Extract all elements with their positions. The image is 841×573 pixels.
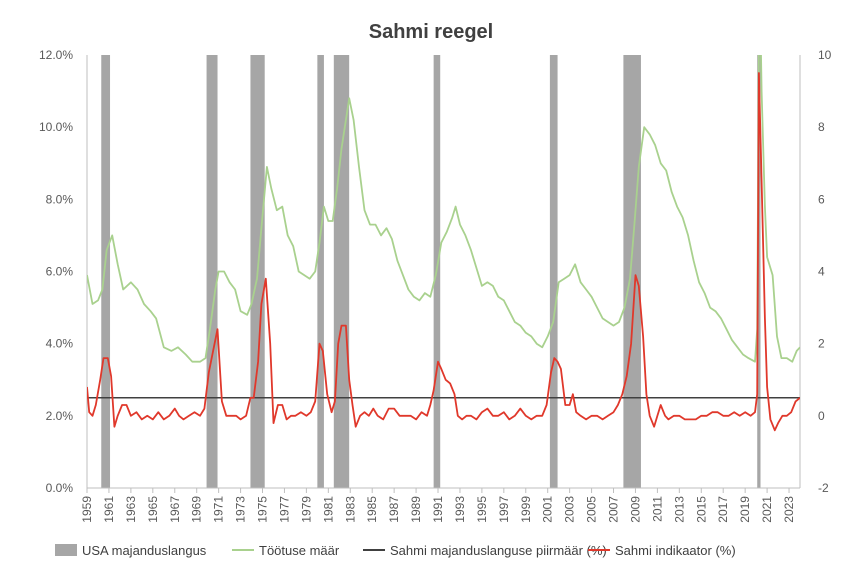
legend-swatch-box: [55, 544, 77, 556]
y-left-tick-label: 4.0%: [46, 337, 74, 351]
x-tick-label: 1993: [453, 496, 467, 523]
sahm-indicator-line: [87, 72, 800, 432]
x-tick-label: 1999: [519, 496, 533, 523]
recession-bar-4: [333, 55, 350, 488]
unemployment-rate-line: [87, 55, 800, 363]
x-tick-label: 1997: [497, 496, 511, 523]
x-tick-label: 2017: [716, 496, 730, 523]
x-tick-label: 1961: [102, 496, 116, 523]
y-left-tick-label: 6.0%: [46, 265, 74, 279]
x-tick-label: 2001: [541, 496, 555, 523]
y-left-tick-label: 0.0%: [46, 481, 74, 495]
x-tick-label: 2015: [694, 496, 708, 523]
x-tick-label: 2019: [738, 496, 752, 523]
recession-bar-1: [206, 55, 218, 488]
chart-title: Sahmi reegel: [369, 21, 494, 43]
y-right-tick-label: 10: [818, 48, 832, 62]
x-tick-label: 1971: [212, 496, 226, 523]
x-tick-label: 1965: [146, 496, 160, 523]
y-right-tick-label: 0: [818, 409, 825, 423]
x-tick-label: 1973: [234, 496, 248, 523]
x-tick-label: 1979: [299, 496, 313, 523]
x-tick-label: 1995: [475, 496, 489, 523]
recession-bar-3: [317, 55, 324, 488]
x-tick-label: 1991: [431, 496, 445, 523]
y-left-tick-label: 12.0%: [39, 48, 73, 62]
recession-bar-8: [757, 55, 761, 488]
y-left-tick-label: 10.0%: [39, 120, 73, 134]
x-tick-label: 1959: [80, 496, 94, 523]
x-tick-label: 2021: [760, 496, 774, 523]
x-tick-label: 1983: [343, 496, 357, 523]
y-left-tick-label: 2.0%: [46, 409, 74, 423]
x-tick-label: 1981: [321, 496, 335, 523]
x-tick-label: 1969: [190, 496, 204, 523]
y-right-tick-label: -2: [818, 481, 829, 495]
y-right-tick-label: 6: [818, 192, 825, 206]
x-tick-label: 1985: [365, 496, 379, 523]
recession-bar-7: [623, 55, 641, 488]
x-tick-label: 1977: [277, 496, 291, 523]
x-tick-label: 2003: [563, 496, 577, 523]
x-tick-label: 2007: [607, 496, 621, 523]
x-tick-label: 2023: [782, 496, 796, 523]
x-tick-label: 2009: [628, 496, 642, 523]
x-tick-label: 2011: [650, 496, 664, 522]
recession-bar-6: [549, 55, 558, 488]
legend-label: USA majanduslangus: [82, 543, 207, 558]
x-tick-label: 1989: [409, 496, 423, 523]
legend-label: Töötuse määr: [259, 543, 340, 558]
x-tick-label: 1963: [124, 496, 138, 523]
legend-label: Sahmi indikaator (%): [615, 543, 736, 558]
x-tick-label: 1967: [168, 496, 182, 523]
x-tick-label: 1975: [256, 496, 270, 523]
x-tick-label: 2005: [585, 496, 599, 523]
x-tick-label: 1987: [387, 496, 401, 523]
recession-bar-0: [101, 55, 111, 488]
x-tick-label: 2013: [672, 496, 686, 523]
y-right-tick-label: 2: [818, 337, 825, 351]
y-right-tick-label: 4: [818, 265, 825, 279]
y-left-tick-label: 8.0%: [46, 192, 74, 206]
y-right-tick-label: 8: [818, 120, 825, 134]
legend-label: Sahmi majanduslanguse piirmäär (%): [390, 543, 607, 558]
